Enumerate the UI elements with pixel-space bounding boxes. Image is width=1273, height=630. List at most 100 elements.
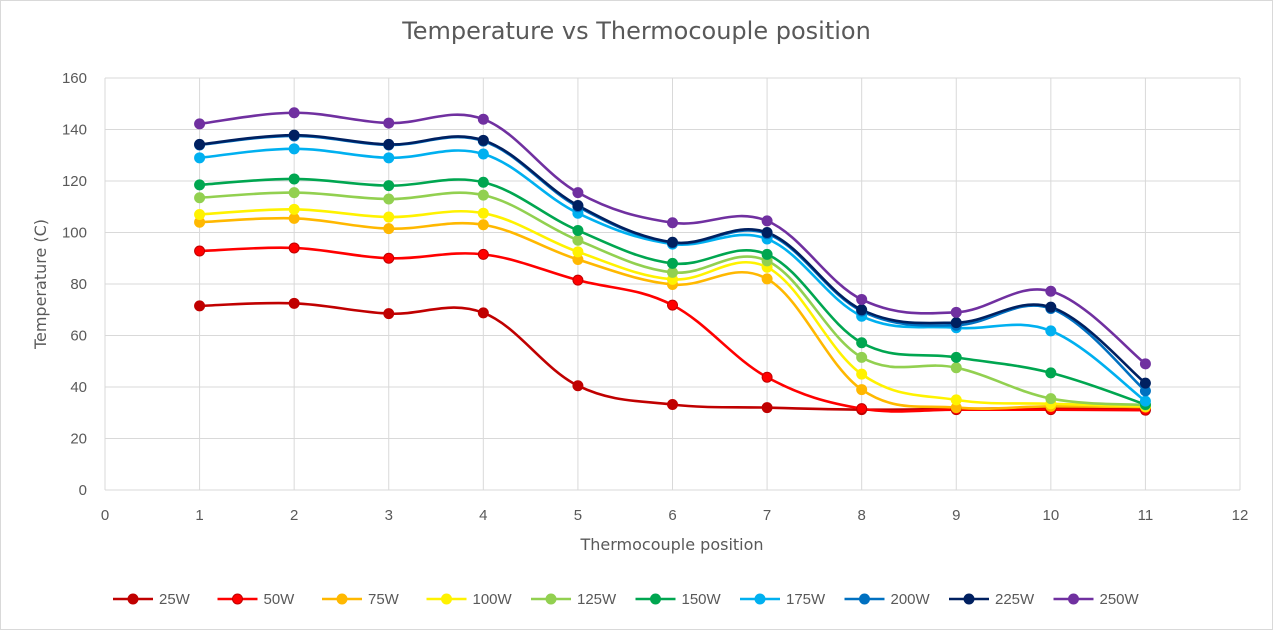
data-point-150W [288,173,300,185]
legend-label: 250W [1100,591,1140,608]
data-point-175W [1045,325,1057,337]
legend-item-200W: 200W [844,591,931,608]
legend-label: 50W [264,591,296,608]
legend-marker [545,593,557,605]
legend-item-50W: 50W [217,591,296,608]
x-tick-label: 4 [479,507,487,524]
x-tick-label: 11 [1138,507,1154,524]
data-point-225W [288,129,300,141]
data-point-50W [383,252,395,264]
x-tick-label: 3 [385,507,393,524]
data-point-150W [572,224,584,236]
y-tick-label: 160 [62,70,87,87]
data-point-150W [383,180,395,192]
data-point-150W [667,257,678,269]
data-point-250W [1139,358,1151,370]
y-tick-label: 120 [62,173,87,190]
x-tick-label: 10 [1042,507,1059,524]
legend-label: 225W [995,591,1035,608]
data-point-175W [1139,395,1151,407]
data-point-225W [383,138,395,150]
legend-item-125W: 125W [531,591,617,608]
chart-title: Temperature vs Thermocouple position [402,17,871,45]
data-point-150W [1045,367,1057,379]
x-tick-label: 2 [290,507,298,524]
data-point-25W [477,307,489,319]
y-axis-title: Temperature (C) [31,219,50,350]
data-point-50W [667,299,678,311]
legend-label: 200W [891,591,931,608]
data-point-250W [477,113,489,125]
data-point-225W [477,134,489,146]
x-tick-label: 6 [668,507,676,524]
data-point-50W [194,245,206,257]
data-point-250W [667,217,678,229]
y-tick-label: 140 [62,122,87,139]
legend-item-225W: 225W [949,591,1035,608]
data-point-75W [761,273,773,285]
data-point-100W [572,246,584,258]
data-point-250W [950,306,962,318]
data-point-125W [194,192,206,204]
legend-marker [232,593,243,605]
legend-marker [859,593,870,605]
data-point-125W [572,234,584,246]
legend-item-75W: 75W [322,591,400,608]
legend-marker [754,593,766,605]
data-point-100W [856,368,868,380]
x-axis-title: Thermocouple position [579,535,763,554]
data-point-100W [477,207,489,219]
data-point-75W [288,212,300,224]
legend-item-250W: 250W [1053,591,1140,608]
x-tick-labels: 0 1 2 3 4 5 6 7 8 9 10 11 12 [101,507,1249,524]
data-point-75W [856,384,868,396]
data-point-100W [288,203,300,215]
y-tick-label: 80 [70,276,87,293]
x-tick-label: 12 [1232,507,1249,524]
data-point-125W [856,351,868,363]
data-point-125W [288,187,300,199]
data-point-225W [950,317,962,329]
data-point-125W [477,189,489,201]
data-point-50W [572,274,584,286]
series-line-100W [199,208,1146,408]
x-tick-label: 9 [952,507,960,524]
y-tick-label: 20 [70,431,87,448]
data-point-225W [667,236,678,248]
data-point-225W [194,138,206,150]
legend-marker [650,593,661,605]
data-point-225W [1045,301,1057,313]
data-point-225W [572,199,584,211]
data-point-100W [383,211,395,223]
y-tick-label: 100 [62,225,87,242]
legend-marker [441,593,452,605]
legend-label: 100W [473,591,513,608]
x-tick-label: 1 [195,507,203,524]
data-point-125W [950,362,962,374]
data-point-50W [477,248,489,260]
data-point-175W [194,152,206,164]
x-tick-label: 7 [763,507,771,524]
data-point-150W [856,337,868,349]
data-point-125W [667,266,678,278]
series-line-75W [199,216,1146,410]
data-point-25W [572,380,584,392]
data-point-125W [1045,393,1057,405]
legend-marker [1068,593,1079,605]
data-point-25W [667,399,678,411]
data-point-250W [1045,285,1057,297]
data-point-175W [383,152,395,164]
legend-item-25W: 25W [113,591,191,608]
data-point-100W [950,394,962,406]
data-point-100W [194,208,206,220]
data-point-250W [761,215,773,227]
data-point-75W [477,219,489,231]
data-point-25W [288,297,300,309]
legend-item-100W: 100W [426,591,513,608]
legend-marker [127,593,139,605]
series-points [194,107,1151,416]
data-point-250W [383,117,395,129]
data-point-50W [288,242,300,254]
